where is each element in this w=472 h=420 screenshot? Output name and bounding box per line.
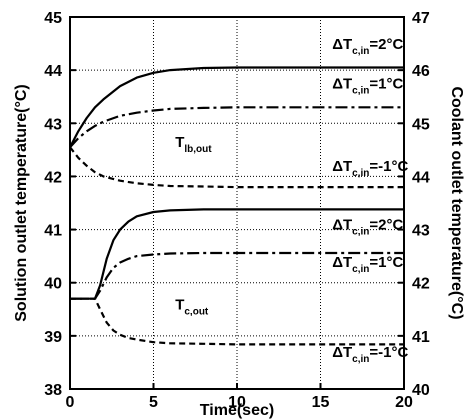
annotation-1: ΔTc,in=2°C <box>332 36 403 57</box>
y-left-tick-label: 45 <box>44 10 62 27</box>
y-left-tick-label: 44 <box>44 63 62 80</box>
x-tick-label: 0 <box>66 394 75 411</box>
y-left-tick-label: 43 <box>44 116 62 133</box>
tick-marks <box>69 16 405 390</box>
annotation-2: ΔTc,in=1°C <box>332 76 403 97</box>
annotations: ΔTc,in=2°C ΔTc,in=1°C ΔTc,in=-1°C Tlb,out ΔT… <box>175 36 408 365</box>
x-tick-label: 20 <box>395 394 413 411</box>
x-tick-label: 15 <box>312 394 330 411</box>
y-right-tick-label: 43 <box>412 223 430 240</box>
series-line-3 <box>69 146 404 189</box>
y-right-tick-label: 46 <box>412 63 430 80</box>
y-right-tick-label: 40 <box>412 382 430 399</box>
series-line-1 <box>69 66 404 148</box>
series-line-6 <box>70 297 404 346</box>
grid-lines <box>70 17 404 389</box>
annotation-5: ΔTc,in=2°C <box>332 217 403 238</box>
annotation-3: ΔTc,in=-1°C <box>332 158 408 179</box>
series-line-4 <box>70 208 404 300</box>
tick-labels: 0 5 10 15 20 38 39 40 41 42 43 44 45 40 41 42 43 44 45 46 47 <box>44 10 430 411</box>
x-tick-label: 5 <box>149 394 158 411</box>
y-left-tick-label: 41 <box>44 223 62 240</box>
y-right-tick-label: 41 <box>412 329 430 346</box>
annotation-8: ΔTc,in=-1°C <box>332 344 408 365</box>
y-left-tick-label: 40 <box>44 276 62 293</box>
series-line-2 <box>69 106 404 148</box>
y-axis-right-label: Coolant outlet temperature(°C) <box>448 86 465 319</box>
x-tick-label: 10 <box>228 394 246 411</box>
y-left-tick-label: 39 <box>44 329 62 346</box>
annotation-4: Tlb,out <box>175 134 212 155</box>
y-left-tick-label: 42 <box>44 169 62 186</box>
x-axis-label: Time(sec) <box>200 402 274 419</box>
annotation-7: Tc,out <box>175 296 209 317</box>
series-lines <box>69 66 404 346</box>
y-right-tick-label: 45 <box>412 116 430 133</box>
y-right-tick-label: 44 <box>412 169 430 186</box>
annotation-6: ΔTc,in=1°C <box>332 254 403 275</box>
y-left-tick-label: 38 <box>44 382 62 399</box>
y-axis-left-label: Solution outlet temperature(°C) <box>13 84 30 322</box>
y-right-tick-label: 42 <box>412 276 430 293</box>
y-right-tick-label: 47 <box>412 10 430 27</box>
